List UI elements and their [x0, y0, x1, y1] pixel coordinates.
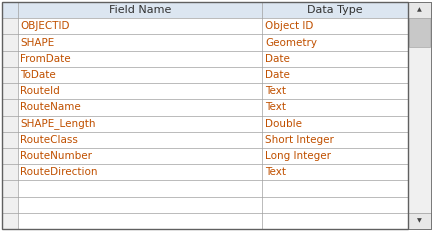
Text: ▼: ▼: [417, 218, 422, 223]
Bar: [408, 213, 431, 229]
Text: Short Integer: Short Integer: [265, 135, 334, 145]
Bar: [2, 18, 408, 34]
Bar: [408, 2, 431, 18]
Bar: [2, 213, 408, 229]
Bar: [2, 51, 408, 67]
Text: ToDate: ToDate: [20, 70, 56, 80]
Text: Geometry: Geometry: [265, 37, 317, 48]
Text: Date: Date: [265, 70, 290, 80]
Bar: [2, 34, 18, 51]
Bar: [2, 34, 408, 51]
Text: RouteName: RouteName: [20, 102, 81, 112]
Bar: [2, 197, 18, 213]
Bar: [2, 132, 18, 148]
Bar: [408, 2, 431, 229]
Text: OBJECTID: OBJECTID: [20, 21, 70, 31]
Bar: [2, 148, 18, 164]
Bar: [2, 132, 408, 148]
Text: Double: Double: [265, 119, 302, 129]
Bar: [2, 2, 408, 18]
Bar: [2, 180, 408, 197]
Text: RouteDirection: RouteDirection: [20, 167, 98, 177]
Text: RouteNumber: RouteNumber: [20, 151, 92, 161]
Bar: [2, 164, 18, 180]
Text: SHAPE_Length: SHAPE_Length: [20, 118, 96, 129]
Bar: [2, 197, 408, 213]
Text: RouteClass: RouteClass: [20, 135, 78, 145]
Bar: [2, 83, 408, 99]
Text: SHAPE: SHAPE: [20, 37, 55, 48]
Text: Text: Text: [265, 86, 286, 96]
Bar: [2, 148, 408, 164]
Bar: [2, 18, 18, 34]
Bar: [2, 213, 18, 229]
Text: Text: Text: [265, 167, 286, 177]
Bar: [2, 51, 18, 67]
Bar: [2, 180, 18, 197]
Text: FromDate: FromDate: [20, 54, 71, 64]
Bar: [2, 164, 408, 180]
Bar: [2, 116, 408, 132]
Text: Long Integer: Long Integer: [265, 151, 331, 161]
Bar: [408, 2, 431, 229]
Text: RouteId: RouteId: [20, 86, 60, 96]
Text: Data Type: Data Type: [307, 5, 363, 15]
Bar: [2, 83, 18, 99]
Text: Date: Date: [265, 54, 290, 64]
Bar: [2, 67, 18, 83]
Bar: [409, 18, 430, 47]
Bar: [2, 99, 18, 116]
Bar: [2, 67, 408, 83]
Bar: [2, 99, 408, 116]
Text: Field Name: Field Name: [109, 5, 171, 15]
Text: ▲: ▲: [417, 8, 422, 13]
Text: Text: Text: [265, 102, 286, 112]
Bar: [2, 116, 18, 132]
Text: Object ID: Object ID: [265, 21, 313, 31]
